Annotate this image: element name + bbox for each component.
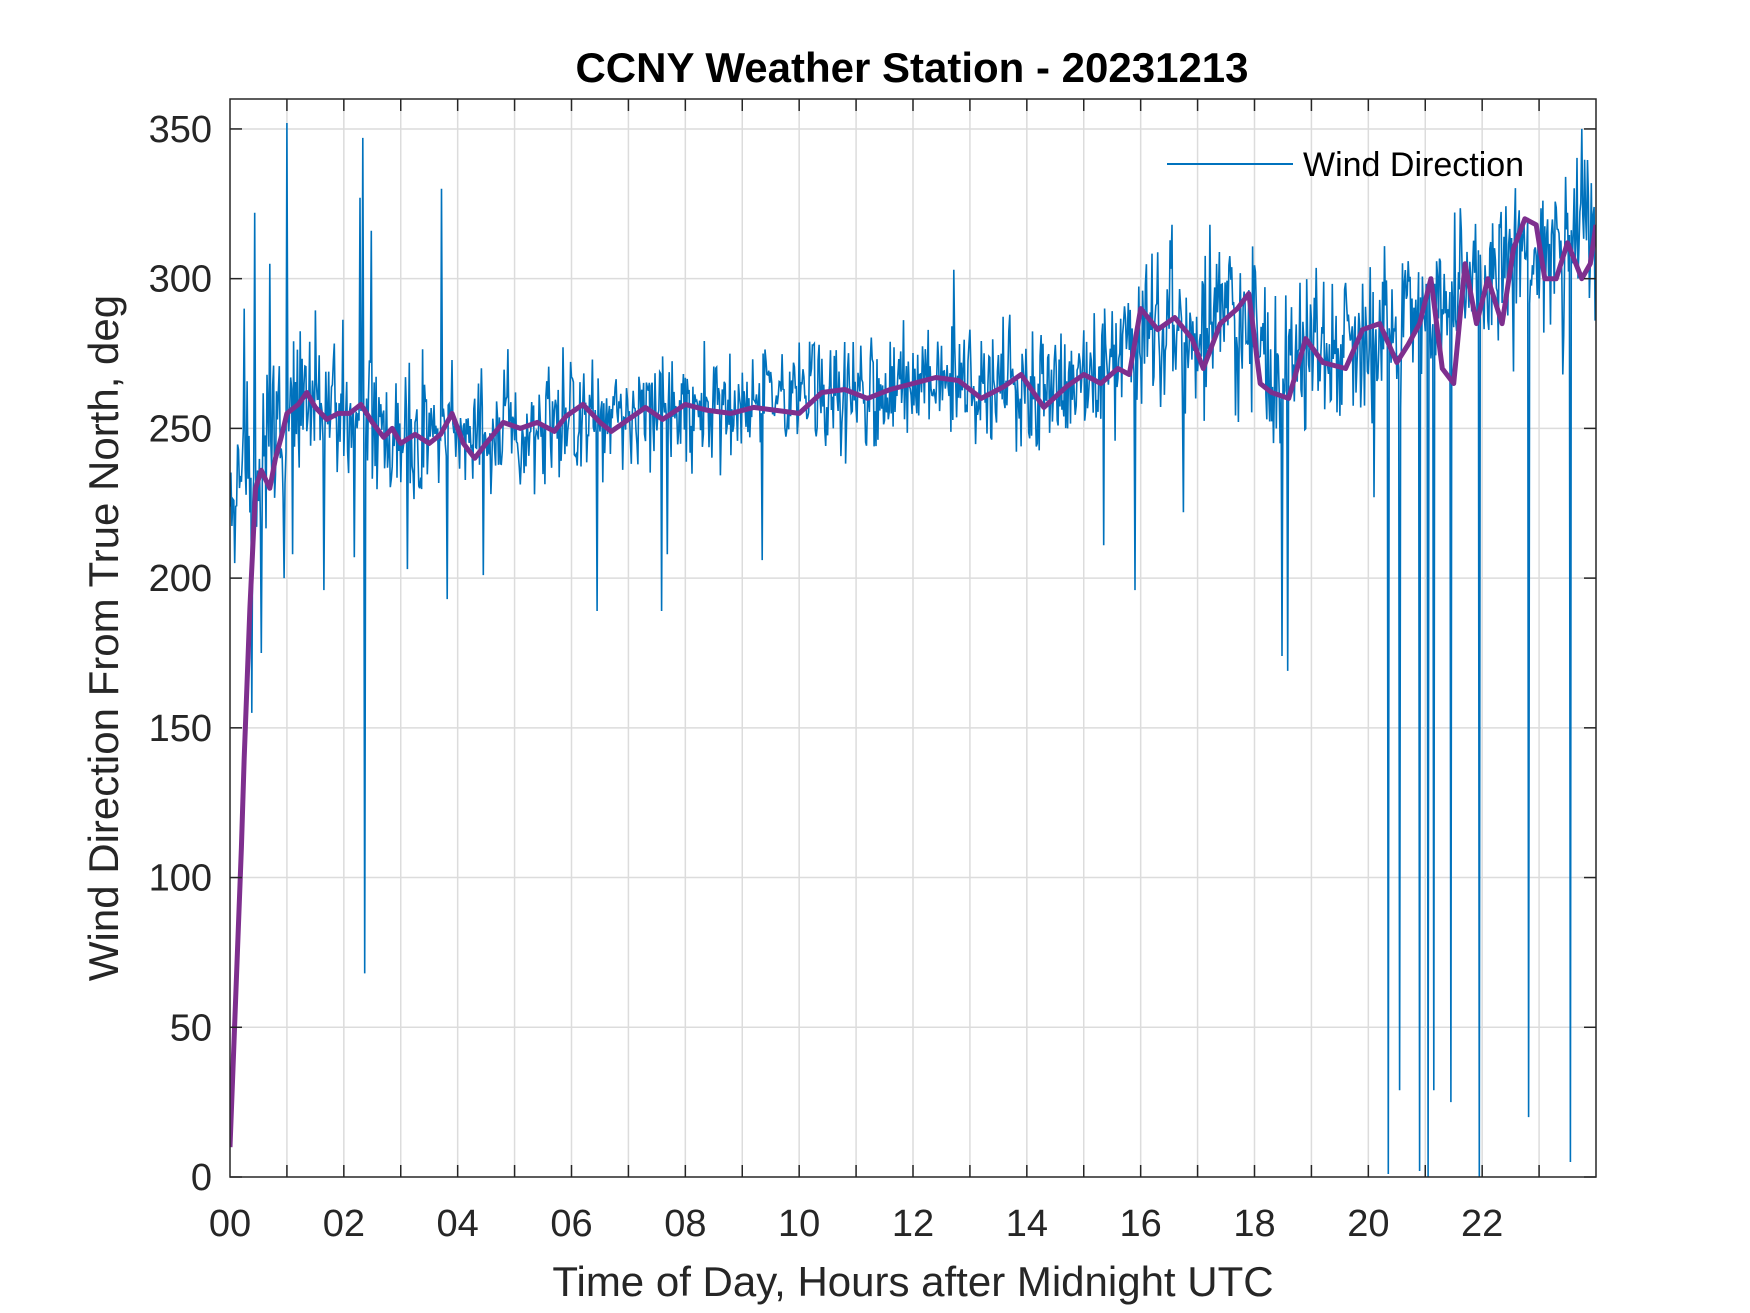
x-tick-label: 22 xyxy=(1461,1203,1503,1245)
y-axis-label: Wind Direction From True North, deg xyxy=(80,295,127,981)
y-tick-label: 150 xyxy=(149,708,212,750)
x-tick-labels: 00 02 04 06 08 10 12 14 16 18 20 22 xyxy=(209,1203,1503,1245)
legend: Wind Direction xyxy=(1167,146,1524,184)
x-tick-label: 08 xyxy=(664,1203,706,1245)
legend-label-wind-direction: Wind Direction xyxy=(1303,146,1524,184)
x-tick-label: 16 xyxy=(1120,1203,1162,1245)
y-tick-label: 300 xyxy=(149,259,212,301)
x-tick-label: 10 xyxy=(778,1203,820,1245)
y-tick-label: 100 xyxy=(149,858,212,900)
chart-title: CCNY Weather Station - 20231213 xyxy=(575,44,1248,91)
axis-ticks xyxy=(230,99,1596,1178)
x-tick-label: 20 xyxy=(1347,1203,1389,1245)
x-axis-label: Time of Day, Hours after Midnight UTC xyxy=(552,1258,1273,1305)
x-tick-label: 06 xyxy=(550,1203,592,1245)
plot-series xyxy=(230,122,1596,1177)
x-tick-label: 04 xyxy=(437,1203,479,1245)
y-tick-label: 0 xyxy=(191,1157,212,1199)
y-tick-label: 50 xyxy=(170,1007,212,1049)
axes-box xyxy=(229,98,1597,1178)
y-tick-label: 250 xyxy=(149,408,212,450)
series-line-smoothed xyxy=(230,216,1596,1148)
y-tick-label: 350 xyxy=(149,109,212,151)
x-tick-label: 02 xyxy=(323,1203,365,1245)
y-tick-label: 200 xyxy=(149,558,212,600)
x-tick-label: 00 xyxy=(209,1203,251,1245)
x-tick-label: 14 xyxy=(1006,1203,1048,1245)
y-tick-labels: 0 50 100 150 200 250 300 350 xyxy=(149,109,212,1199)
x-tick-label: 18 xyxy=(1233,1203,1275,1245)
x-tick-label: 12 xyxy=(892,1203,934,1245)
gridlines xyxy=(230,99,1596,1177)
